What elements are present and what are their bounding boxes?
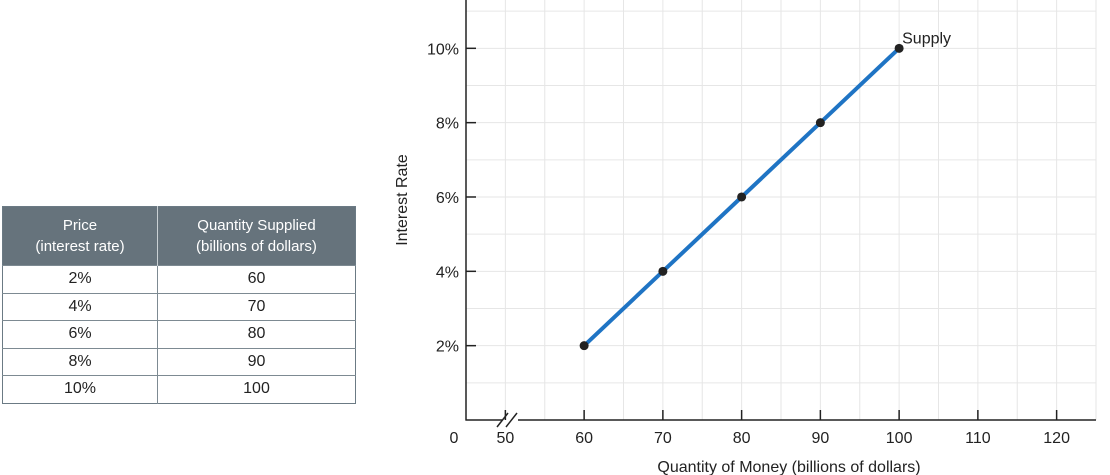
series: Supply — [579, 30, 951, 351]
table-row: 8% 90 — [2, 347, 356, 376]
x-tick-label: 120 — [1043, 430, 1070, 447]
y-tick-label: 2% — [436, 339, 459, 356]
data-point — [737, 192, 747, 202]
header-price: Price (interest rate) — [2, 206, 158, 266]
y-tick-label: 8% — [436, 116, 459, 133]
cell-quantity: 70 — [157, 292, 356, 321]
table-header-row: Price (interest rate) Quantity Supplied … — [2, 206, 356, 266]
origin-label: 0 — [450, 430, 459, 447]
cell-quantity: 60 — [157, 265, 356, 293]
axes — [465, 0, 1096, 428]
supply-table: Price (interest rate) Quantity Supplied … — [2, 206, 356, 404]
series-label: Supply — [902, 30, 951, 47]
x-tick-label: 110 — [965, 430, 991, 447]
y-tick-label: 6% — [436, 190, 459, 207]
tick-labels: 50 60 70 80 90 100 110 120 2% 4% 6% 8% 10% — [427, 41, 1070, 447]
axis-break-mark — [505, 412, 518, 428]
x-tick-label: 90 — [811, 430, 829, 447]
header-quantity: Quantity Supplied (billions of dollars) — [157, 206, 356, 266]
header-quantity-line2: (billions of dollars) — [196, 238, 317, 255]
x-tick-label: 70 — [654, 430, 672, 447]
x-tick-label: 60 — [575, 430, 593, 447]
axis-break-mark — [496, 412, 509, 428]
table-row: 6% 80 — [2, 320, 356, 348]
data-point — [658, 266, 668, 276]
header-quantity-line1: Quantity Supplied — [197, 217, 316, 234]
cell-price: 2% — [2, 265, 158, 293]
header-price-line1: Price — [62, 217, 98, 234]
cell-price: 10% — [2, 375, 158, 403]
data-point — [579, 341, 589, 351]
x-axis-title: Quantity of Money (billions of dollars) — [657, 459, 920, 475]
x-tick-label: 100 — [886, 430, 913, 447]
table-row: 4% 70 — [2, 292, 356, 321]
cell-price: 6% — [2, 320, 158, 348]
cell-quantity: 80 — [157, 320, 356, 348]
axis-break-gap — [502, 416, 518, 424]
data-point — [815, 118, 825, 128]
table-row: 2% 60 — [2, 265, 356, 293]
data-point — [894, 43, 904, 53]
header-price-line2: (interest rate) — [35, 238, 125, 255]
cell-price: 8% — [2, 347, 158, 376]
y-axis-title: Interest Rate — [394, 154, 411, 246]
cell-quantity: 90 — [157, 347, 356, 376]
y-tick-label: 10% — [427, 41, 459, 58]
cell-price: 4% — [2, 292, 158, 321]
x-tick-label: 50 — [496, 430, 514, 447]
cell-quantity: 100 — [157, 375, 356, 403]
y-tick-label: 4% — [436, 264, 459, 281]
grid — [466, 0, 1097, 420]
table-row: 10% 100 — [2, 375, 356, 403]
x-tick-label: 80 — [733, 430, 751, 447]
